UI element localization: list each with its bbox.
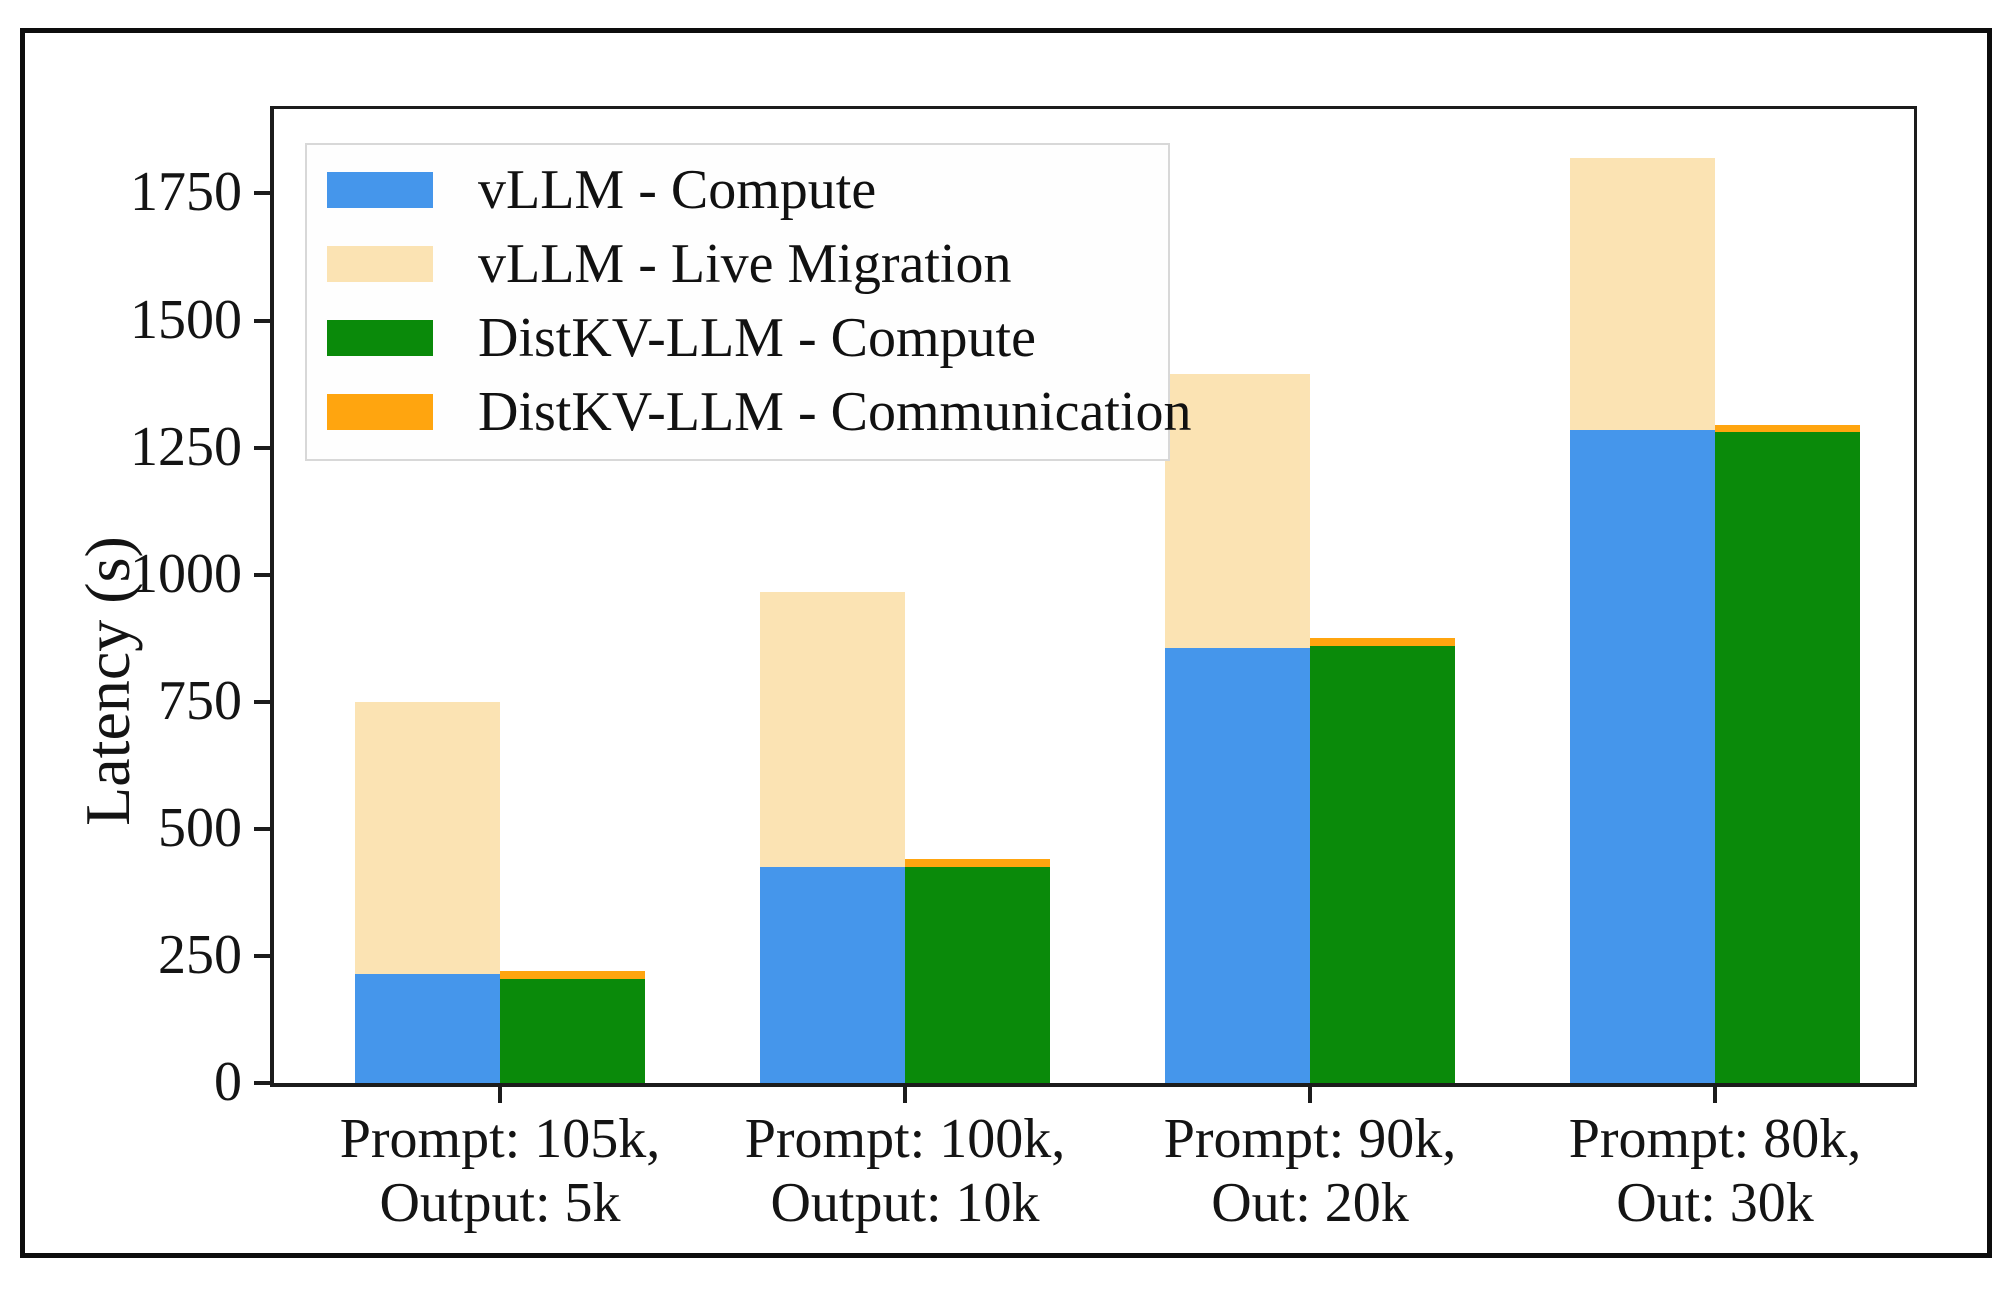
y-tick-label-250: 250 — [158, 923, 242, 986]
y-tick-label-500: 500 — [158, 796, 242, 859]
y-tick-mark-0 — [254, 1081, 270, 1085]
x-tick-label-line: Prompt: 100k, — [744, 1108, 1066, 1170]
top-spine — [270, 106, 1917, 109]
x-tick-label-line: Prompt: 105k, — [339, 1108, 661, 1170]
y-tick-label-1500: 1500 — [130, 288, 242, 351]
x-tick-mark-3 — [1713, 1087, 1717, 1103]
legend-label-vllm-live-migration: vLLM - Live Migration — [478, 233, 1012, 295]
x-tick-label-2: Prompt: 90k, Out: 20k — [1100, 1107, 1520, 1235]
bar-segment-distkv-llm-communication-cat0 — [500, 971, 645, 979]
x-tick-label-line: Prompt: 80k, — [1568, 1108, 1862, 1170]
bar-segment-distkv-llm-compute-cat2 — [1310, 645, 1455, 1083]
y-tick-mark-250 — [254, 953, 270, 958]
x-tick-mark-2 — [1308, 1087, 1312, 1103]
y-tick-mark-500 — [254, 826, 270, 831]
y-tick-label-1750: 1750 — [130, 161, 242, 224]
bar-segment-distkv-llm-compute-cat0 — [500, 978, 645, 1083]
legend-item-vllm-live-migration: vLLM - Live Migration — [307, 227, 1168, 301]
x-tick-label-line: Prompt: 90k, — [1163, 1108, 1457, 1170]
bar-segment-vllm-live-migration-cat3 — [1570, 157, 1715, 430]
bar-segment-vllm-live-migration-cat1 — [760, 592, 905, 867]
y-axis-line — [270, 107, 274, 1085]
bar-segment-vllm-compute-cat0 — [355, 973, 500, 1083]
right-spine — [1914, 107, 1917, 1085]
x-tick-mark-1 — [903, 1087, 907, 1103]
x-tick-label-line: Out: 30k — [1616, 1172, 1814, 1234]
legend: vLLM - Compute vLLM - Live Migration DistK… — [305, 143, 1191, 461]
bar-segment-vllm-live-migration-cat2 — [1165, 373, 1310, 649]
y-tick-mark-1000 — [254, 572, 270, 577]
y-tick-mark-1750 — [254, 191, 270, 196]
legend-item-distkv-llm-compute: DistKV-LLM - Compute — [307, 301, 1168, 375]
y-tick-mark-1250 — [254, 445, 270, 450]
y-tick-label-0: 0 — [214, 1051, 242, 1113]
legend-swatch-vllm-compute — [327, 172, 433, 208]
bar-segment-vllm-compute-cat2 — [1165, 648, 1310, 1083]
x-tick-label-line: Output: 10k — [770, 1172, 1040, 1234]
legend-item-distkv-llm-communication: DistKV-LLM - Communication — [307, 375, 1191, 449]
legend-label-distkv-llm-compute: DistKV-LLM - Compute — [478, 307, 1036, 369]
bar-segment-distkv-llm-communication-cat3 — [1715, 424, 1860, 433]
x-tick-label-line: Output: 5k — [379, 1172, 621, 1234]
y-tick-label-750: 750 — [158, 669, 242, 732]
bar-segment-vllm-compute-cat1 — [760, 866, 905, 1083]
legend-label-vllm-compute: vLLM - Compute — [478, 159, 877, 221]
bar-segment-vllm-live-migration-cat0 — [355, 701, 500, 974]
y-tick-label-1250: 1250 — [130, 415, 242, 478]
legend-swatch-distkv-llm-communication — [327, 394, 433, 430]
x-axis-line — [270, 1083, 1917, 1087]
x-tick-label-1: Prompt: 100k, Output: 10k — [695, 1107, 1115, 1235]
legend-label-distkv-llm-communication: DistKV-LLM - Communication — [478, 381, 1192, 443]
x-tick-mark-0 — [498, 1087, 502, 1103]
y-tick-label-1000: 1000 — [130, 542, 242, 605]
bar-segment-distkv-llm-communication-cat2 — [1310, 638, 1455, 646]
figure-border: 0 250 500 750 1000 1250 1500 1750 Prompt: 105k, O… — [20, 28, 1992, 1258]
bar-segment-vllm-compute-cat3 — [1570, 429, 1715, 1083]
bar-segment-distkv-llm-communication-cat1 — [905, 859, 1050, 867]
x-tick-label-3: Prompt: 80k, Out: 30k — [1505, 1107, 1925, 1235]
bar-segment-distkv-llm-compute-cat1 — [905, 866, 1050, 1083]
x-tick-label-0: Prompt: 105k, Output: 5k — [290, 1107, 710, 1235]
bar-segment-distkv-llm-compute-cat3 — [1715, 432, 1860, 1083]
y-tick-mark-1500 — [254, 318, 270, 323]
y-axis-title: Latency (s) — [72, 536, 143, 826]
legend-swatch-distkv-llm-compute — [327, 320, 433, 356]
x-tick-label-line: Out: 20k — [1211, 1172, 1409, 1234]
legend-item-vllm-compute: vLLM - Compute — [307, 153, 1168, 227]
legend-swatch-vllm-live-migration — [327, 246, 433, 282]
y-tick-mark-750 — [254, 699, 270, 704]
